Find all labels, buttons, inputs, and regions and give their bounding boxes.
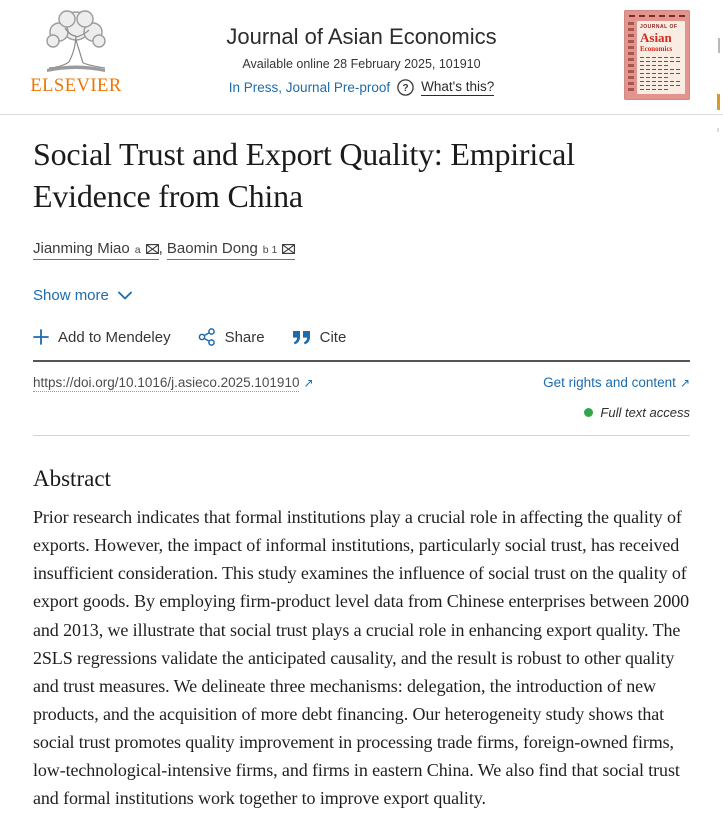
abstract-text: Prior research indicates that formal ins… [33, 507, 690, 808]
cite-quote-icon [292, 330, 310, 345]
cover-title-line1: JOURNAL OF [640, 24, 678, 30]
share-label: Share [224, 328, 265, 346]
show-more-button[interactable]: Show more [33, 287, 132, 304]
journal-title-link[interactable]: Journal of Asian Economics [226, 24, 497, 49]
journal-header: ELSEVIER Journal of Asian Economics Avai… [0, 0, 723, 115]
article-title: Social Trust and Export Quality: Empiric… [33, 136, 575, 214]
share-icon [198, 328, 215, 347]
access-label: Full text access [600, 405, 690, 421]
in-press-link[interactable]: In Press, Journal Pre-proof [228, 80, 391, 95]
author-affiliation-superscript: b 1 [262, 244, 278, 257]
author-link[interactable]: Baomin Dong b 1 [166, 240, 296, 261]
cover-panel: JOURNAL OF Asian Economics [637, 21, 685, 94]
divider-light [33, 435, 690, 437]
article-main: Social Trust and Export Quality: Empiric… [0, 134, 723, 812]
question-circle-icon[interactable]: ? [397, 79, 414, 96]
in-press-row: In Press, Journal Pre-proof ? What's thi… [152, 79, 572, 96]
journal-header-center: Journal of Asian Economics Available onl… [152, 24, 572, 96]
author-list: Jianming Miao a , Baomin Dong b 1 [33, 240, 690, 261]
doi-text: https://doi.org/10.1016/j.asieco.2025.10… [33, 375, 300, 393]
cite-button[interactable]: Cite [292, 328, 347, 346]
rights-label: Get rights and content [543, 375, 676, 391]
doi-link[interactable]: https://doi.org/10.1016/j.asieco.2025.10… [33, 375, 314, 393]
cite-label: Cite [319, 328, 347, 346]
elsevier-wordmark: ELSEVIER [30, 76, 122, 96]
divider-dark [33, 360, 690, 363]
chevron-down-icon [117, 291, 132, 300]
abstract-heading: Abstract [33, 466, 111, 492]
abstract-section: Abstract Prior research indicates that f… [33, 466, 690, 812]
journal-cover-thumbnail[interactable]: JOURNAL OF Asian Economics [624, 10, 690, 100]
email-envelope-icon [145, 243, 159, 254]
article-toolbar: Add to Mendeley Share Cite [33, 328, 690, 347]
whats-this-link[interactable]: What's this? [421, 79, 495, 96]
doi-row: https://doi.org/10.1016/j.asieco.2025.10… [33, 375, 690, 393]
elsevier-tree-icon [46, 10, 106, 72]
add-to-mendeley-button[interactable]: Add to Mendeley [33, 329, 171, 346]
clipped-edge-artifact [717, 94, 720, 110]
cover-toc-lines [640, 57, 682, 90]
access-row: Full text access [33, 405, 690, 420]
author-link[interactable]: Jianming Miao a [33, 240, 159, 261]
cover-decorative-line [629, 15, 685, 17]
external-link-icon: ↗ [679, 376, 690, 391]
plus-icon [33, 329, 49, 346]
add-to-mendeley-label: Add to Mendeley [58, 328, 171, 346]
author-name: Jianming Miao [33, 240, 130, 258]
svg-text:?: ? [403, 83, 409, 94]
share-button[interactable]: Share [198, 328, 265, 347]
availability-text: Available online 28 February 2025, 10191… [242, 57, 481, 71]
clipped-edge-artifact [717, 128, 719, 132]
show-more-label: Show more [33, 287, 109, 305]
author-name: Baomin Dong [166, 240, 258, 258]
access-indicator-dot [584, 408, 594, 418]
elsevier-logo: ELSEVIER [30, 6, 122, 97]
author-separator: , [158, 240, 167, 258]
external-link-icon: ↗ [303, 376, 314, 391]
cover-title-line3: Economics [640, 45, 673, 53]
cover-title-line2: Asian [640, 30, 672, 45]
author-affiliation-superscript: a [134, 244, 141, 257]
rights-and-content-link[interactable]: Get rights and content ↗ [543, 375, 690, 390]
email-envelope-icon [282, 243, 296, 254]
cover-decorative-spine [628, 22, 634, 92]
clipped-edge-artifact [718, 38, 720, 53]
